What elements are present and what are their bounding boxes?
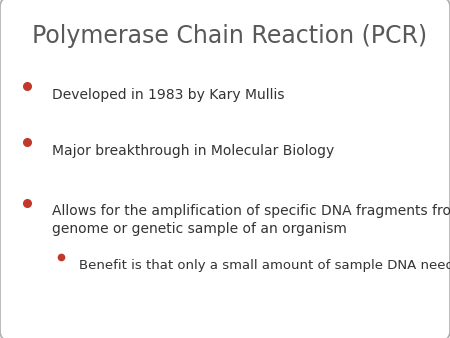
Text: Major breakthrough in Molecular Biology: Major breakthrough in Molecular Biology <box>52 144 334 158</box>
Text: Allows for the amplification of specific DNA fragments from
genome or genetic sa: Allows for the amplification of specific… <box>52 204 450 236</box>
Text: Benefit is that only a small amount of sample DNA needed: Benefit is that only a small amount of s… <box>79 259 450 271</box>
Text: Developed in 1983 by Kary Mullis: Developed in 1983 by Kary Mullis <box>52 88 284 102</box>
Text: Polymerase Chain Reaction (PCR): Polymerase Chain Reaction (PCR) <box>32 24 427 48</box>
